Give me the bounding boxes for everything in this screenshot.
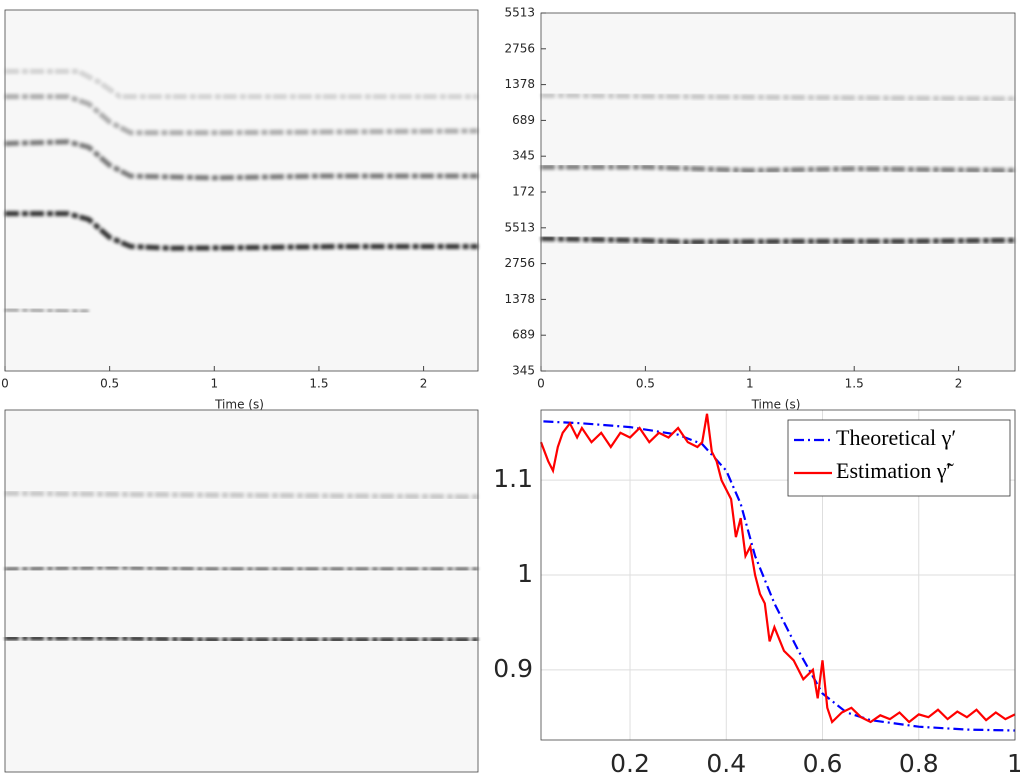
x-tick-label: 0.4 (706, 749, 746, 778)
x-axis-label: Time (s) (751, 398, 801, 412)
panel-frame (4, 9, 479, 372)
y-tick-label: 172 (512, 185, 535, 199)
harmonic-track (540, 236, 1016, 245)
y-tick-label: 689 (512, 113, 535, 127)
x-tick-label: 1.5 (845, 377, 864, 391)
x-tick-label: 1 (1007, 749, 1020, 778)
legend-label: Theoretical γ′ (836, 425, 956, 450)
series-line (543, 420, 1016, 732)
x-tick-label: 0 (537, 377, 545, 391)
x-tick-label: 0.8 (899, 749, 939, 778)
harmonic-track (540, 92, 1016, 102)
x-tick-label: 0.5 (636, 377, 655, 391)
y-tick-label: 2756 (504, 256, 535, 270)
plot-frame (540, 409, 1016, 741)
legend-box (787, 419, 1011, 497)
y-tick-label: 2756 (504, 41, 535, 55)
y-tick-label: 345 (512, 149, 535, 163)
x-tick-label: 1 (210, 377, 218, 391)
x-tick-label: 2 (420, 377, 428, 391)
x-tick-label: 0 (1, 377, 9, 391)
y-tick-label: 1 (517, 559, 533, 588)
harmonic-track (5, 94, 479, 136)
x-tick-label: 1.5 (309, 377, 328, 391)
y-tick-label: 345 (512, 364, 535, 378)
y-tick-label: 5513 (504, 220, 535, 234)
y-tick-label: 0.9 (493, 654, 533, 683)
y-tick-label: 689 (512, 328, 535, 342)
x-tick-label: 2 (955, 377, 963, 391)
panel-frame (4, 409, 479, 773)
x-tick-label: 0.5 (100, 377, 119, 391)
harmonic-track (4, 564, 478, 572)
x-tick-label: 0.2 (610, 749, 650, 778)
harmonic-track (4, 139, 478, 181)
series-line (539, 413, 1016, 725)
x-tick-label: 0.6 (803, 749, 843, 778)
harmonic-track (5, 635, 478, 643)
y-tick-label: 1378 (504, 292, 535, 306)
x-tick-label: 1 (746, 377, 754, 391)
x-axis-label: Time (s) (214, 398, 264, 412)
spectrogram-background (5, 10, 478, 371)
y-tick-label: 1.1 (493, 464, 533, 493)
harmonic-track (4, 307, 89, 314)
legend-label: Estimation γ̃′ (836, 458, 955, 483)
harmonic-track (4, 490, 479, 500)
harmonic-track (541, 164, 1016, 174)
harmonic-track (5, 211, 478, 251)
spectrogram-background (541, 13, 1015, 371)
y-tick-label: 1378 (504, 77, 535, 91)
y-tick-label: 5513 (504, 6, 535, 20)
harmonic-track (5, 68, 478, 100)
spectrogram-background (5, 410, 478, 772)
